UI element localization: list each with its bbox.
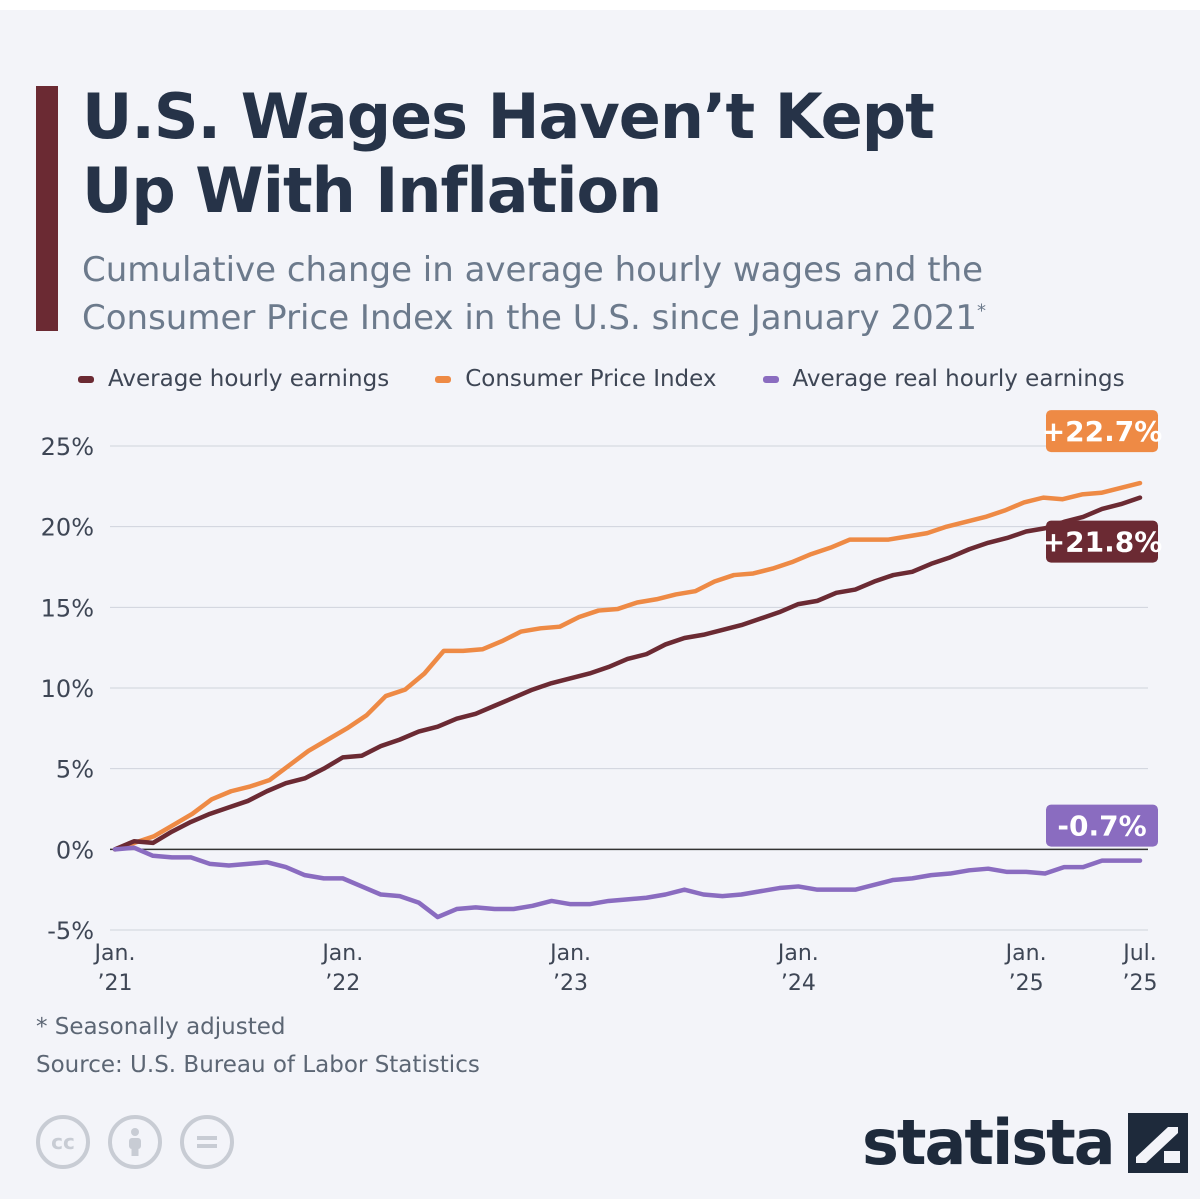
footnote-seasonally-adjusted: * Seasonally adjusted: [36, 1014, 286, 1040]
no-derivatives-icon[interactable]: [180, 1115, 234, 1169]
x-tick: Jan. ’24: [776, 941, 819, 996]
legend-label-average-real-hourly-earnings: Average real hourly earnings: [792, 366, 1125, 392]
chart-title-line-2: Up With Inflation: [82, 154, 662, 227]
end-label-average-hourly-earnings: +21.8%: [1042, 520, 1163, 563]
legend-swatch-average-real-hourly-earnings: [762, 375, 779, 383]
x-tick: Jan. ’23: [548, 941, 591, 996]
statista-brand[interactable]: statista: [862, 1106, 1188, 1179]
y-tick-label: 25%: [41, 433, 94, 461]
chart-title: U.S. Wages Haven’t Kept Up With Inflatio…: [82, 80, 1162, 228]
chart-title-line-1: U.S. Wages Haven’t Kept: [82, 80, 935, 153]
y-tick-label: 5%: [56, 756, 94, 784]
x-axis-tick-labels: Jan. ’21 Jan. ’22 Jan. ’23 Jan. ’24 Jan. ’25 Jul. ’…: [93, 941, 1158, 996]
x-tick: Jan. ’25: [1004, 941, 1047, 996]
x-tick-label-year: ’21: [98, 971, 133, 996]
y-tick-label: 15%: [41, 594, 94, 622]
brand-wordmark: statista: [862, 1106, 1116, 1179]
series-line-average-real-hourly-earnings: [112, 845, 1143, 920]
x-tick-label-month: Jan.: [320, 941, 363, 966]
x-tick-label-year: ’25: [1009, 971, 1044, 996]
end-label-consumer-price-index: +22.7%: [1042, 410, 1163, 453]
creative-commons-icon[interactable]: cc: [36, 1115, 90, 1169]
x-tick: Jul. ’25: [1121, 941, 1157, 996]
statista-logo-icon: [1127, 1112, 1188, 1173]
end-value-labels: +22.7% +21.8% -0.7%: [1042, 410, 1163, 847]
chart-subtitle-line-1: Cumulative change in average hourly wage…: [82, 250, 984, 290]
legend-item-consumer-price-index: Consumer Price Index: [435, 366, 717, 392]
series-line-average-hourly-earnings: [112, 495, 1143, 852]
chart-subtitle-line-2-text: Consumer Price Index in the U.S. since J…: [82, 298, 977, 338]
series-line-consumer-price-index: [112, 480, 1143, 852]
legend-item-average-real-hourly-earnings: Average real hourly earnings: [762, 366, 1125, 392]
legend-label-consumer-price-index: Consumer Price Index: [465, 366, 717, 392]
x-tick-label-month: Jan.: [548, 941, 591, 966]
x-tick-label-month: Jan.: [93, 941, 136, 966]
chart-subtitle-line-2: Consumer Price Index in the U.S. since J…: [82, 294, 1162, 342]
attribution-icon[interactable]: [108, 1115, 162, 1169]
license-icons: cc: [36, 1115, 252, 1169]
subtitle-footnote-marker: *: [977, 300, 986, 322]
source-note: Source: U.S. Bureau of Labor Statistics: [36, 1052, 480, 1078]
title-accent-bar: [36, 86, 58, 331]
end-label-average-real-hourly-earnings: -0.7%: [1046, 804, 1158, 847]
x-tick-label-month: Jan.: [1004, 941, 1047, 966]
chart-subtitle: Cumulative change in average hourly wage…: [82, 246, 1162, 342]
series-lines: [112, 480, 1143, 920]
legend-item-average-hourly-earnings: Average hourly earnings: [78, 366, 389, 392]
chart-legend: Average hourly earnings Consumer Price I…: [78, 366, 1125, 392]
x-tick-label-year: ’25: [1123, 971, 1158, 996]
legend-swatch-average-hourly-earnings: [78, 375, 94, 383]
y-tick-label: 10%: [41, 675, 94, 703]
x-tick: Jan. ’22: [320, 941, 363, 996]
end-label-text: -0.7%: [1057, 810, 1146, 843]
infographic-card: [0, 10, 1200, 1199]
x-tick: Jan. ’21: [93, 941, 136, 996]
y-tick-label: 20%: [41, 514, 94, 542]
legend-label-average-hourly-earnings: Average hourly earnings: [108, 366, 390, 392]
x-tick-label-year: ’23: [553, 971, 588, 996]
x-tick-label-year: ’22: [325, 971, 360, 996]
grid-lines: [110, 445, 1148, 931]
y-tick-label: 0%: [56, 836, 94, 864]
x-tick-label-month: Jan.: [776, 941, 819, 966]
y-tick-label: -5%: [47, 917, 94, 945]
end-label-badge: [1046, 804, 1158, 847]
end-label-badge: [1046, 410, 1158, 453]
y-axis-tick-labels: 25% 20% 15% 10% 5% 0% -5%: [41, 433, 94, 945]
x-tick-label-month: Jul.: [1121, 941, 1157, 966]
end-label-text: +21.8%: [1042, 526, 1163, 559]
x-tick-label-year: ’24: [781, 971, 816, 996]
legend-swatch-consumer-price-index: [435, 375, 452, 383]
attribution-person-glyph: [129, 1128, 141, 1156]
equals-glyph: [197, 1136, 217, 1148]
end-label-badge: [1046, 520, 1158, 563]
end-label-text: +22.7%: [1042, 415, 1163, 448]
